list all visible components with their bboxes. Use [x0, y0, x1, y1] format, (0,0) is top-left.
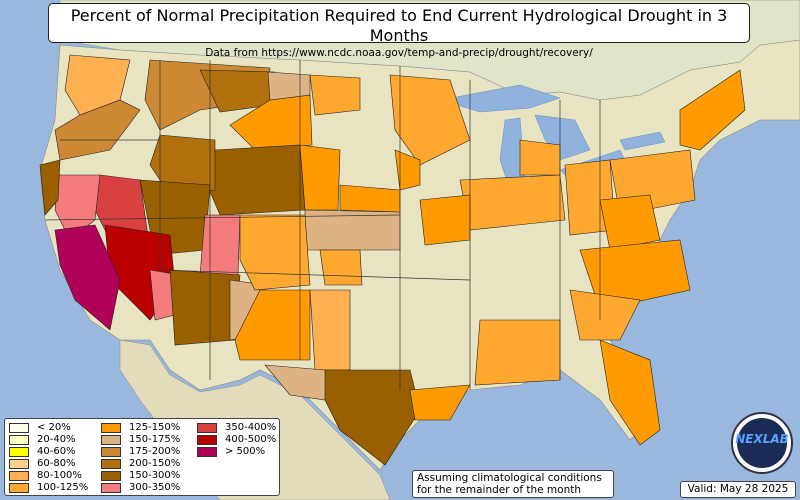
logo-text: NEXLAB [735, 432, 789, 446]
legend-swatch [9, 435, 29, 445]
legend-label: 300-350% [129, 482, 181, 493]
legend-label: > 500% [225, 446, 266, 457]
legend-item: > 500% [197, 446, 279, 458]
assumption-note: Assuming climatological conditions for t… [412, 470, 614, 498]
legend-swatch [9, 447, 29, 457]
legend-item: 80-100% [9, 470, 101, 482]
legend-item: 175-200% [101, 446, 197, 458]
legend-label: 200-150% [129, 458, 181, 469]
legend-swatch [101, 423, 121, 433]
legend-item: 150-300% [101, 470, 197, 482]
legend-item: 60-80% [9, 458, 101, 470]
legend-swatch [101, 483, 121, 493]
legend-label: 80-100% [37, 470, 82, 481]
legend-item: 350-400% [197, 422, 279, 434]
legend-item: 400-500% [197, 434, 279, 446]
legend-item: 40-60% [9, 446, 101, 458]
legend-label: 20-40% [37, 434, 76, 445]
logo-globe [737, 418, 787, 468]
legend: < 20% 20-40% 40-60% 60-80% 80-100% 100-125% 12… [4, 418, 280, 496]
state-borders [44, 60, 601, 390]
legend-item: 20-40% [9, 434, 101, 446]
legend-swatch [9, 423, 29, 433]
legend-swatch [101, 459, 121, 469]
legend-swatch [9, 471, 29, 481]
legend-swatch [101, 471, 121, 481]
legend-swatch [197, 435, 217, 445]
legend-swatch [197, 423, 217, 433]
legend-label: 400-500% [225, 434, 277, 445]
legend-item: 125-150% [101, 422, 197, 434]
legend-label: 125-150% [129, 422, 181, 433]
legend-swatch [101, 447, 121, 457]
drought-regions [39, 54, 746, 466]
legend-label: 350-400% [225, 422, 277, 433]
map-title: Percent of Normal Precipitation Required… [70, 6, 728, 45]
legend-item: 150-175% [101, 434, 197, 446]
title-box: Percent of Normal Precipitation Required… [48, 3, 750, 59]
legend-swatch [197, 447, 217, 457]
legend-swatch [9, 483, 29, 493]
note-line-2: for the remainder of the month [417, 484, 582, 496]
legend-item: < 20% [9, 422, 101, 434]
valid-date: Valid: May 28 2025 [680, 481, 796, 498]
legend-item: 100-125% [9, 482, 101, 494]
legend-label: 40-60% [37, 446, 76, 457]
legend-label: 150-175% [129, 434, 181, 445]
note-line-1: Assuming climatological conditions [417, 472, 602, 484]
legend-item: 300-350% [101, 482, 197, 494]
map-subtitle: Data from https://www.ncdc.noaa.gov/temp… [205, 47, 593, 59]
legend-label: < 20% [37, 422, 71, 433]
legend-swatch [9, 459, 29, 469]
legend-label: 100-125% [37, 482, 89, 493]
legend-grid: < 20% 20-40% 40-60% 60-80% 80-100% 100-125% 12… [9, 422, 276, 494]
legend-swatch [101, 435, 121, 445]
legend-label: 150-300% [129, 470, 181, 481]
legend-item: 200-150% [101, 458, 197, 470]
nexlab-logo: NEXLAB [731, 412, 793, 474]
legend-label: 60-80% [37, 458, 76, 469]
legend-label: 175-200% [129, 446, 181, 457]
